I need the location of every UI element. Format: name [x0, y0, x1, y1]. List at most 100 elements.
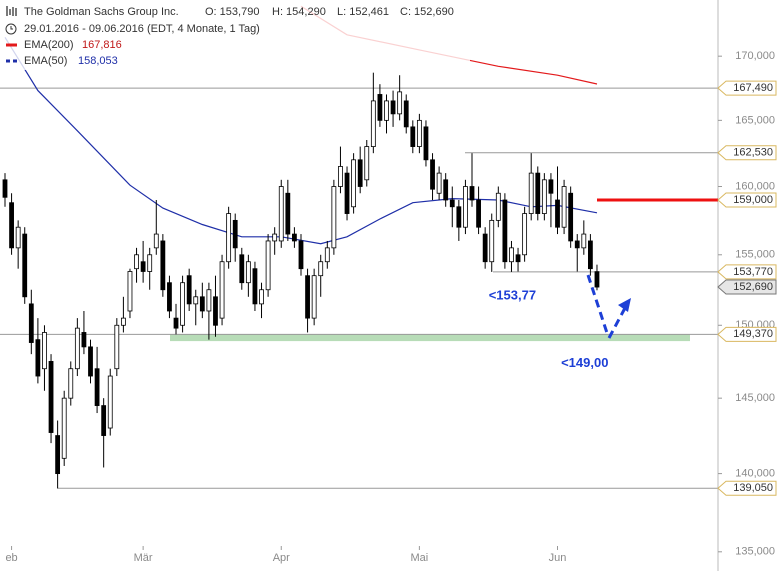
candle-body	[318, 261, 324, 277]
candle-body	[443, 179, 449, 201]
icon	[10, 26, 13, 30]
arrow	[586, 274, 610, 337]
price-callout	[717, 264, 777, 280]
legend-bg	[0, 0, 470, 70]
candle-body	[436, 172, 442, 194]
arrowhead	[618, 298, 631, 312]
candle-body	[160, 240, 166, 291]
candle-body	[384, 100, 389, 121]
candle-body	[180, 282, 185, 326]
candle-body	[324, 247, 330, 263]
candle-body	[272, 233, 278, 242]
price-callout	[717, 145, 777, 161]
annotation: <153,77	[489, 287, 536, 302]
candle-body	[357, 159, 363, 187]
candle-body	[568, 192, 574, 242]
candle-body	[482, 233, 488, 263]
candle-body	[167, 282, 172, 312]
price-callout-label: 149,370	[733, 328, 773, 340]
candle-body	[509, 247, 514, 263]
candle-body	[377, 94, 383, 121]
candle-body	[127, 271, 133, 312]
price-callout	[717, 480, 777, 496]
candle-body	[61, 397, 67, 459]
candle-body	[101, 405, 107, 436]
icon	[6, 6, 17, 16]
candle-body	[548, 179, 554, 194]
candle-body	[410, 126, 416, 147]
candle-body	[74, 327, 80, 370]
candle-body	[22, 233, 28, 298]
candle-body	[199, 296, 205, 312]
ohlc: C: 152,690	[400, 6, 454, 18]
candle-body	[561, 186, 567, 228]
candle-body	[15, 226, 21, 249]
candle-body	[449, 199, 455, 208]
legend: The Goldman Sachs Group Inc. O: 153,790 …	[0, 0, 470, 70]
candle-body	[594, 271, 600, 288]
candle-body	[226, 213, 232, 263]
overlay	[586, 274, 631, 339]
candle-body	[430, 159, 435, 190]
candle-body	[403, 100, 409, 128]
candle-body	[35, 339, 41, 377]
candle-body	[147, 254, 153, 272]
candle-body	[495, 192, 501, 221]
candle-body	[292, 233, 297, 242]
candle-body	[55, 435, 61, 475]
candle-body	[574, 240, 580, 249]
arrow	[607, 307, 627, 339]
candle-body	[469, 186, 475, 201]
candle-body	[364, 146, 370, 181]
y-tick-label: 160,000	[735, 180, 775, 192]
support-zone	[170, 334, 690, 342]
x-tick-label: Mär	[134, 552, 153, 564]
candle-body	[311, 275, 317, 319]
price-callout-label: 139,050	[733, 482, 773, 494]
x-tick-label: Apr	[273, 552, 290, 564]
candle-body	[528, 172, 534, 214]
candle-body	[232, 219, 238, 249]
candle-body	[456, 206, 462, 228]
price-callout-label: 153,770	[733, 266, 773, 278]
y-tick-label: 165,000	[735, 114, 775, 126]
candle-body	[416, 119, 422, 147]
price-callout-label: 159,000	[733, 194, 773, 206]
candle-body	[397, 91, 403, 115]
candle-body	[581, 233, 587, 249]
candle-body	[344, 172, 350, 214]
y-tick-label: 155,000	[735, 249, 775, 261]
price-callout-label: 152,690	[733, 281, 773, 293]
candle-body	[173, 317, 179, 329]
candle-body	[193, 296, 199, 305]
candle-body	[114, 324, 120, 370]
x-tick-label: Mai	[411, 552, 429, 564]
candle-body	[252, 268, 258, 305]
x-tick-label: eb	[5, 552, 17, 564]
x-tick-label: Jun	[549, 552, 567, 564]
date-range: 29.01.2016 - 09.06.2016 (EDT, 4 Monate, …	[24, 23, 260, 35]
candle-body	[463, 186, 468, 228]
candle-body	[140, 261, 146, 272]
price-callout	[717, 80, 777, 96]
price-callout-label: 162,530	[733, 147, 773, 159]
candle-body	[68, 368, 74, 399]
candle-body	[134, 254, 139, 270]
price-callout	[717, 326, 777, 342]
candle-body	[502, 199, 508, 263]
candle-body	[186, 275, 192, 305]
candle-body	[2, 179, 8, 198]
title: The Goldman Sachs Group Inc.	[24, 6, 179, 18]
price-callout-label: 167,490	[733, 82, 773, 94]
candle-body	[81, 332, 87, 348]
candle-body	[522, 213, 528, 256]
price-callout	[717, 192, 777, 208]
candle-body	[587, 240, 593, 270]
legend-label: EMA(200)	[24, 39, 74, 51]
candle-body	[390, 100, 396, 115]
ohlc: L: 152,461	[337, 6, 389, 18]
icon	[5, 23, 17, 35]
candle-body	[351, 159, 357, 208]
